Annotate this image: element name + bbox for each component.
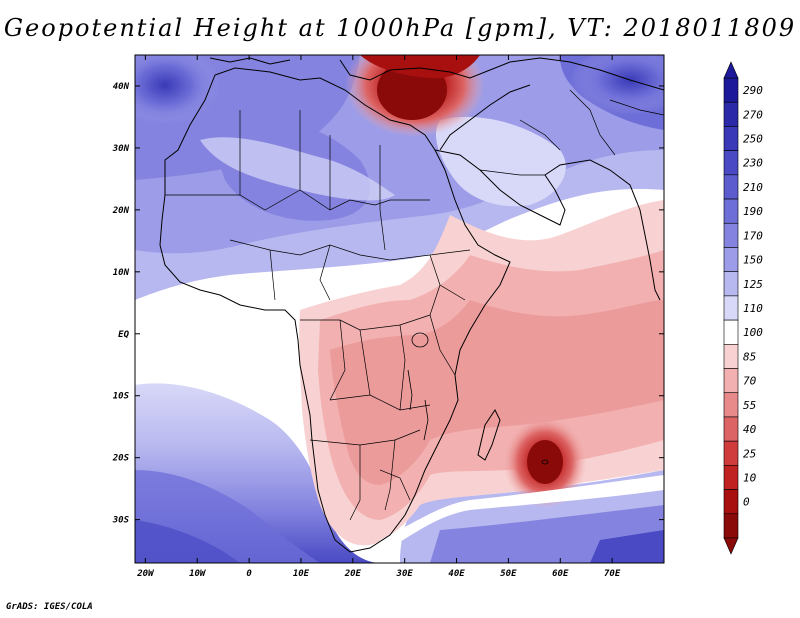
colorbar-swatch [723,198,739,224]
colorbar-label: 270 [743,108,763,121]
colorbar-label: 40 [743,423,757,436]
x-tick-label: 10E [293,569,310,579]
map-title: Geopotential Height at 1000hPa [gpm], VT… [3,14,797,42]
x-tick-label: 10W [189,569,207,579]
colorbar-label: 100 [743,326,763,339]
colorbar-label: 10 [743,471,757,484]
colorbar-label: 250 [743,133,763,146]
x-tick-label: 50E [500,569,517,579]
y-tick-label: 30N [112,144,130,154]
colorbar-swatch [723,247,739,272]
colorbar-swatch [723,368,739,394]
colorbar-label: 290 [743,84,763,97]
country-borders [165,89,664,521]
x-tick-label: 30E [396,569,414,579]
colorbar-swatch [723,77,739,103]
x-tick-label: 60E [552,569,569,579]
colorbar-label: 70 [743,375,757,388]
colorbar-label: 150 [743,254,763,267]
x-tick-label: 40E [448,569,465,579]
footer-credit: GrADS: IGES/COLA [6,602,93,612]
colorbar-swatch [723,416,739,442]
colorbar-swatch [723,344,739,369]
colorbar-top-arrow [723,61,739,79]
y-tick-label: 10N [113,268,130,278]
colorbar-swatch [723,101,739,127]
colorbar-swatch [723,513,739,539]
colorbar-swatch [723,319,739,345]
colorbar-label: 190 [743,205,763,218]
colorbar-bottom-arrow [723,537,739,555]
x-tick-label: 70E [604,569,621,579]
map-frame [134,54,665,564]
y-tick-label: EQ [118,330,129,340]
x-axis: 20W 10W 0 10E 20E 30E 40E 50E 60E 70E [136,55,621,579]
y-tick-label: 20N [112,206,130,216]
colorbar-label: 170 [743,229,763,242]
lakes [407,332,549,465]
colorbar-label: 110 [743,302,763,315]
colorbar-label: 85 [743,350,756,363]
colorbar-swatch [723,126,739,151]
y-tick-label: 10S [113,392,130,402]
colorbar-swatch [723,271,739,297]
x-tick-label: 0 [246,569,252,579]
y-axis: 40N 30N 20N 10N EQ 10S 20S 30S [112,82,664,526]
x-tick-label: 20E [344,569,362,579]
colorbar-swatch [723,465,739,490]
colorbar-label: 55 [743,399,756,412]
colorbar-label: 230 [743,157,763,170]
colorbar-swatch [723,222,739,248]
x-tick-label: 20W [136,569,155,579]
y-tick-label: 30S [112,516,130,526]
colorbar-label: 210 [743,181,763,194]
colorbar-swatch [723,392,739,418]
colorbar-swatch [723,150,739,176]
colorbar-label: 125 [743,278,763,291]
colorbar-label: 0 [743,496,750,509]
y-tick-label: 20S [112,454,130,464]
colorbar-swatch [723,295,739,321]
height-field [135,55,664,563]
y-tick-label: 40N [113,82,130,92]
colorbar-swatch [723,489,739,515]
colorbar-swatch [723,440,739,466]
colorbar: 2902702502302101901701501251101008570554… [723,61,763,555]
colorbar-label: 25 [743,447,756,460]
colorbar-swatch [723,174,739,200]
